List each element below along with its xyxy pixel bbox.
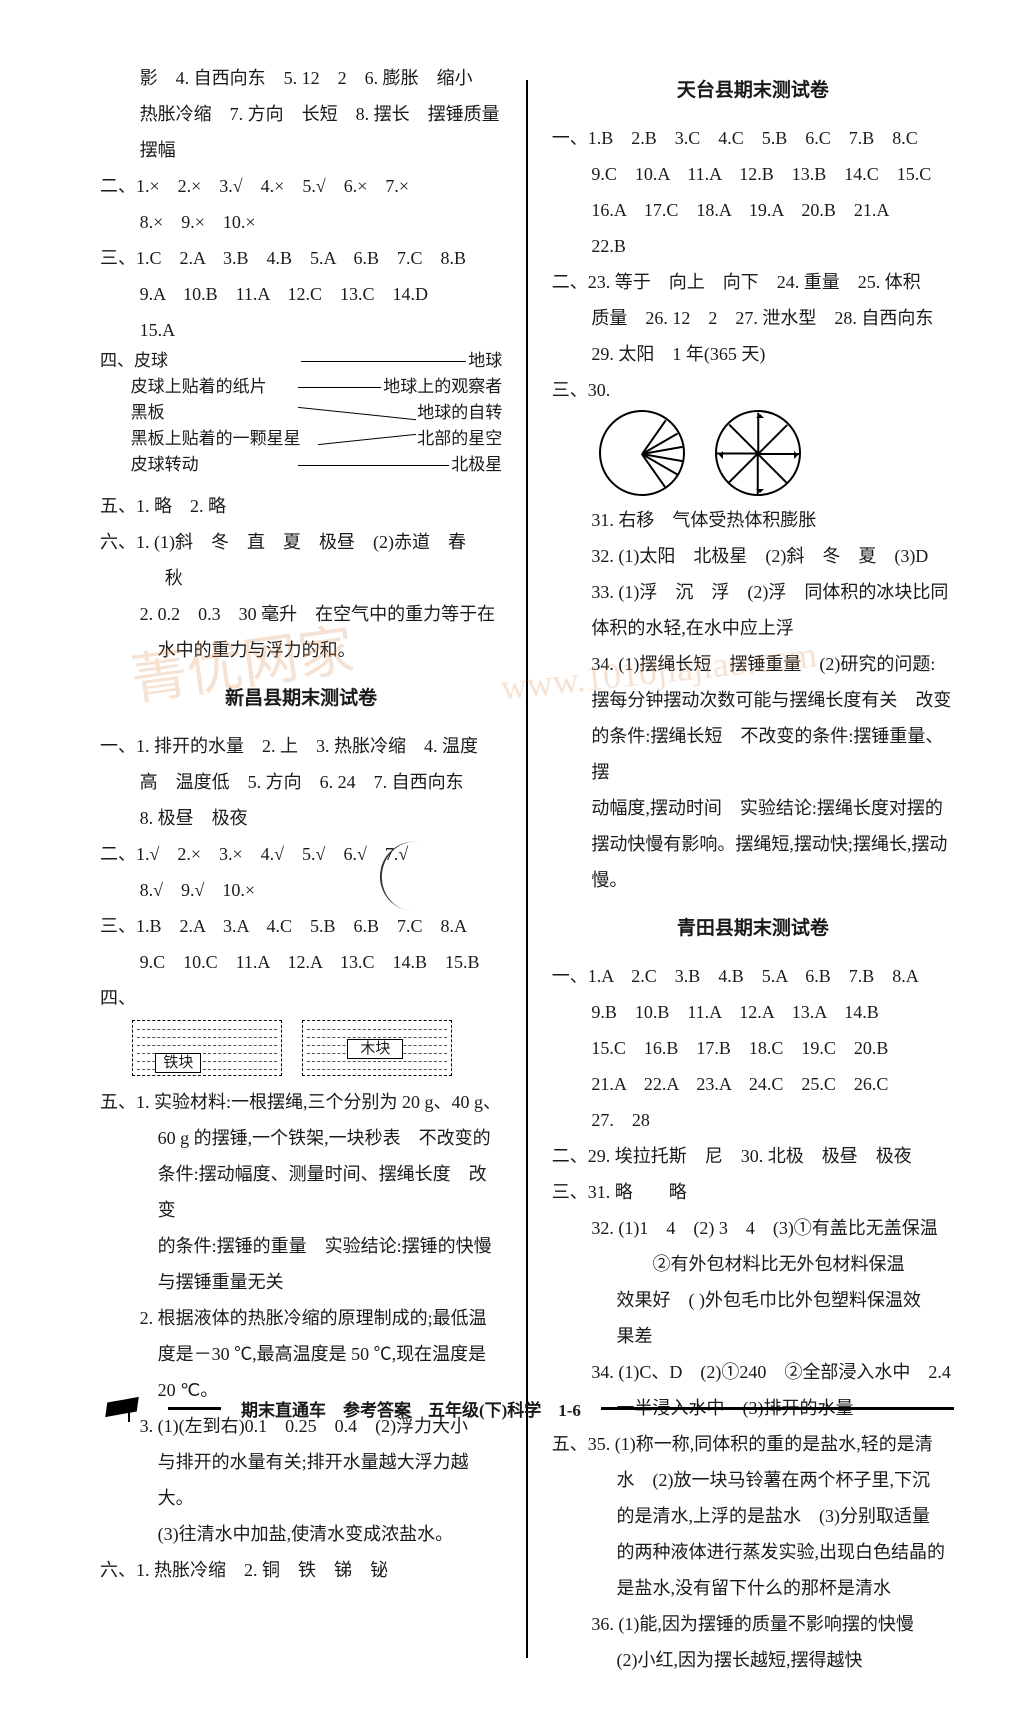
text: 的条件:摆绳长短 不改变的条件:摆锤重量、摆 [552,718,954,790]
circle-compass [715,410,801,496]
graduation-hat-icon [100,1392,148,1424]
match-left: 皮球转动 [131,448,296,482]
diagram-box-iron: 铁块 [132,1020,282,1076]
text: 34. (1)摆绳长短 摆锤重量 (2)研究的问题: [552,646,954,682]
text: 一、1. 排开的水量 2. 上 3. 热胀冷缩 4. 温度 [100,728,502,764]
right-column: 天台县期末测试卷 一、1.B 2.B 3.C 4.C 5.B 6.C 7.B 8… [552,60,954,1678]
text: 与摆锤重量无关 [100,1264,502,1300]
text: 秋 [100,560,502,596]
circle-rays [599,410,685,496]
text: 三、1.C 2.A 3.B 4.B 5.A 6.B 7.C 8.B [100,240,502,276]
text: 体积的水轻,在水中应上浮 [552,610,954,646]
text: 16.A 17.C 18.A 19.A 20.B 21.A [552,192,954,228]
text: 的两种液体进行蒸发实验,出现白色结晶的 [552,1534,954,1570]
text: 34. (1)C、D (2)①240 ②全部浸入水中 2.4 [552,1354,954,1390]
text: 六、1. 热胀冷缩 2. 铜 铁 锑 铋 [100,1552,502,1588]
circle-diagrams [552,410,954,496]
text: 33. (1)浮 沉 浮 (2)浮 同体积的冰块比同 [552,574,954,610]
text: 的是清水,上浮的是盐水 (3)分别取适量 [552,1498,954,1534]
section-title: 青田县期末测试卷 [552,910,954,948]
text: 是盐水,没有留下什么的那杯是清水 [552,1570,954,1606]
text: 2. 0.2 0.3 30 毫升 在空气中的重力等于在 [100,596,502,632]
footer-rule [601,1407,954,1410]
text: 15.C 16.B 17.B 18.C 19.C 20.B [552,1030,954,1066]
text: 二、23. 等于 向上 向下 24. 重量 25. 体积 [552,264,954,300]
match-right: 北极星 [451,448,502,482]
text: 8. 极昼 极夜 [100,800,502,836]
text: 动幅度,摆动时间 实验结论:摆绳长度对摆的 [552,790,954,826]
text: 9.C 10.A 11.A 12.B 13.B 14.C 15.C [552,156,954,192]
text: 15.A [100,312,502,348]
text: 质量 26. 12 2 27. 泄水型 28. 自西向东 [552,300,954,336]
text: 摆每分钟摆动次数可能与摆绳长度有关 改变 [552,682,954,718]
text: 度是－30 ℃,最高温度是 50 ℃,现在温度是 [100,1336,502,1372]
text: 水中的重力与浮力的和。 [100,632,502,668]
text: 水 (2)放一块马铃薯在两个杯子里,下沉 [552,1462,954,1498]
text: 9.A 10.B 11.A 12.C 13.C 14.D [100,276,502,312]
diagram-box-wood: 木块 [302,1020,452,1076]
label: 四、 [100,344,134,378]
text: 二、1.√ 2.× 3.× 4.√ 5.√ 6.√ 7.√ [100,836,502,872]
text: 高 温度低 5. 方向 6. 24 7. 自西向东 [100,764,502,800]
text: 二、29. 埃拉托斯 尼 30. 北极 极昼 极夜 [552,1138,954,1174]
text: 摆幅 [100,132,502,168]
page-footer: 期末直通车 参考答案 五年级(下)科学 1-6 [100,1392,954,1424]
text: 五、35. (1)称一称,同体积的重的是盐水,轻的是清 [552,1426,954,1462]
text: 条件:摆动幅度、测量时间、摆绳长度 改变 [100,1156,502,1228]
text: 32. (1)太阳 北极星 (2)斜 冬 夏 (3)D [552,538,954,574]
text: 六、1. (1)斜 冬 直 夏 极昼 (2)赤道 春 [100,524,502,560]
match-line [298,465,450,466]
text: 五、1. 实验材料:一根摆绳,三个分别为 20 g、40 g、 [100,1084,502,1120]
text: 22.B [552,228,954,264]
text: 8.× 9.× 10.× [100,204,502,240]
block-label: 铁块 [155,1053,201,1073]
section-title: 天台县期末测试卷 [552,72,954,110]
text: 慢。 [552,862,954,898]
text: 二、1.× 2.× 3.√ 4.× 5.√ 6.× 7.× [100,168,502,204]
text: 36. (1)能,因为摆锤的质量不影响摆的快慢 [552,1606,954,1642]
text: 27. 28 [552,1102,954,1138]
text: 果差 [552,1318,954,1354]
text: 21.A 22.A 23.A 24.C 25.C 26.C [552,1066,954,1102]
text: (2)小红,因为摆长越短,摆得越快 [552,1642,954,1678]
text: 8.√ 9.√ 10.× [100,872,502,908]
text: 热胀冷缩 7. 方向 长短 8. 摆长 摆锤质量 [100,96,502,132]
block-label: 木块 [347,1039,403,1059]
text: ②有外包材料比无外包材料保温 [552,1246,954,1282]
text: 三、30. [552,372,954,408]
match-line [298,387,382,388]
diagram-boxes: 铁块 木块 [100,1020,502,1076]
match-line [298,406,416,419]
text: 的条件:摆锤的重量 实验结论:摆锤的快慢 [100,1228,502,1264]
match-line [301,361,466,362]
text: 60 g 的摆锤,一个铁架,一块秒表 不改变的 [100,1120,502,1156]
text: 2. 根据液体的热胀冷缩的原理制成的;最低温 [100,1300,502,1336]
text: (3)往清水中加盐,使清水变成浓盐水。 [100,1516,502,1552]
text: 效果好 ( )外包毛巾比外包塑料保温效 [552,1282,954,1318]
text: 四、 [100,980,502,1016]
footer-text: 期末直通车 参考答案 五年级(下)科学 1-6 [241,1396,581,1421]
text: 29. 太阳 1 年(365 天) [552,336,954,372]
text: 一、1.A 2.C 3.B 4.B 5.A 6.B 7.B 8.A [552,958,954,994]
text: 9.C 10.C 11.A 12.A 13.C 14.B 15.B [100,944,502,980]
text: 9.B 10.B 11.A 12.A 13.A 14.B [552,994,954,1030]
left-column: 影 4. 自西向东 5. 12 2 6. 膨胀 缩小 热胀冷缩 7. 方向 长短… [100,60,502,1678]
text: 与排开的水量有关;排开水量越大浮力越大。 [100,1444,502,1516]
section-title: 新昌县期末测试卷 [100,680,502,718]
text: 31. 右移 气体受热体积膨胀 [552,502,954,538]
text: 摆动快慢有影响。摆绳短,摆动快;摆绳长,摆动 [552,826,954,862]
text: 三、31. 略 略 [552,1174,954,1210]
text: 三、1.B 2.A 3.A 4.C 5.B 6.B 7.C 8.A [100,908,502,944]
text: 32. (1)1 4 (2) 3 4 (3)①有盖比无盖保温 [552,1210,954,1246]
text: 影 4. 自西向东 5. 12 2 6. 膨胀 缩小 [100,60,502,96]
page-columns: 影 4. 自西向东 5. 12 2 6. 膨胀 缩小 热胀冷缩 7. 方向 长短… [0,0,1024,1718]
text: 一、1.B 2.B 3.C 4.C 5.B 6.C 7.B 8.C [552,120,954,156]
text: 五、1. 略 2. 略 [100,488,502,524]
match-line [318,433,416,444]
footer-rule [168,1407,221,1410]
